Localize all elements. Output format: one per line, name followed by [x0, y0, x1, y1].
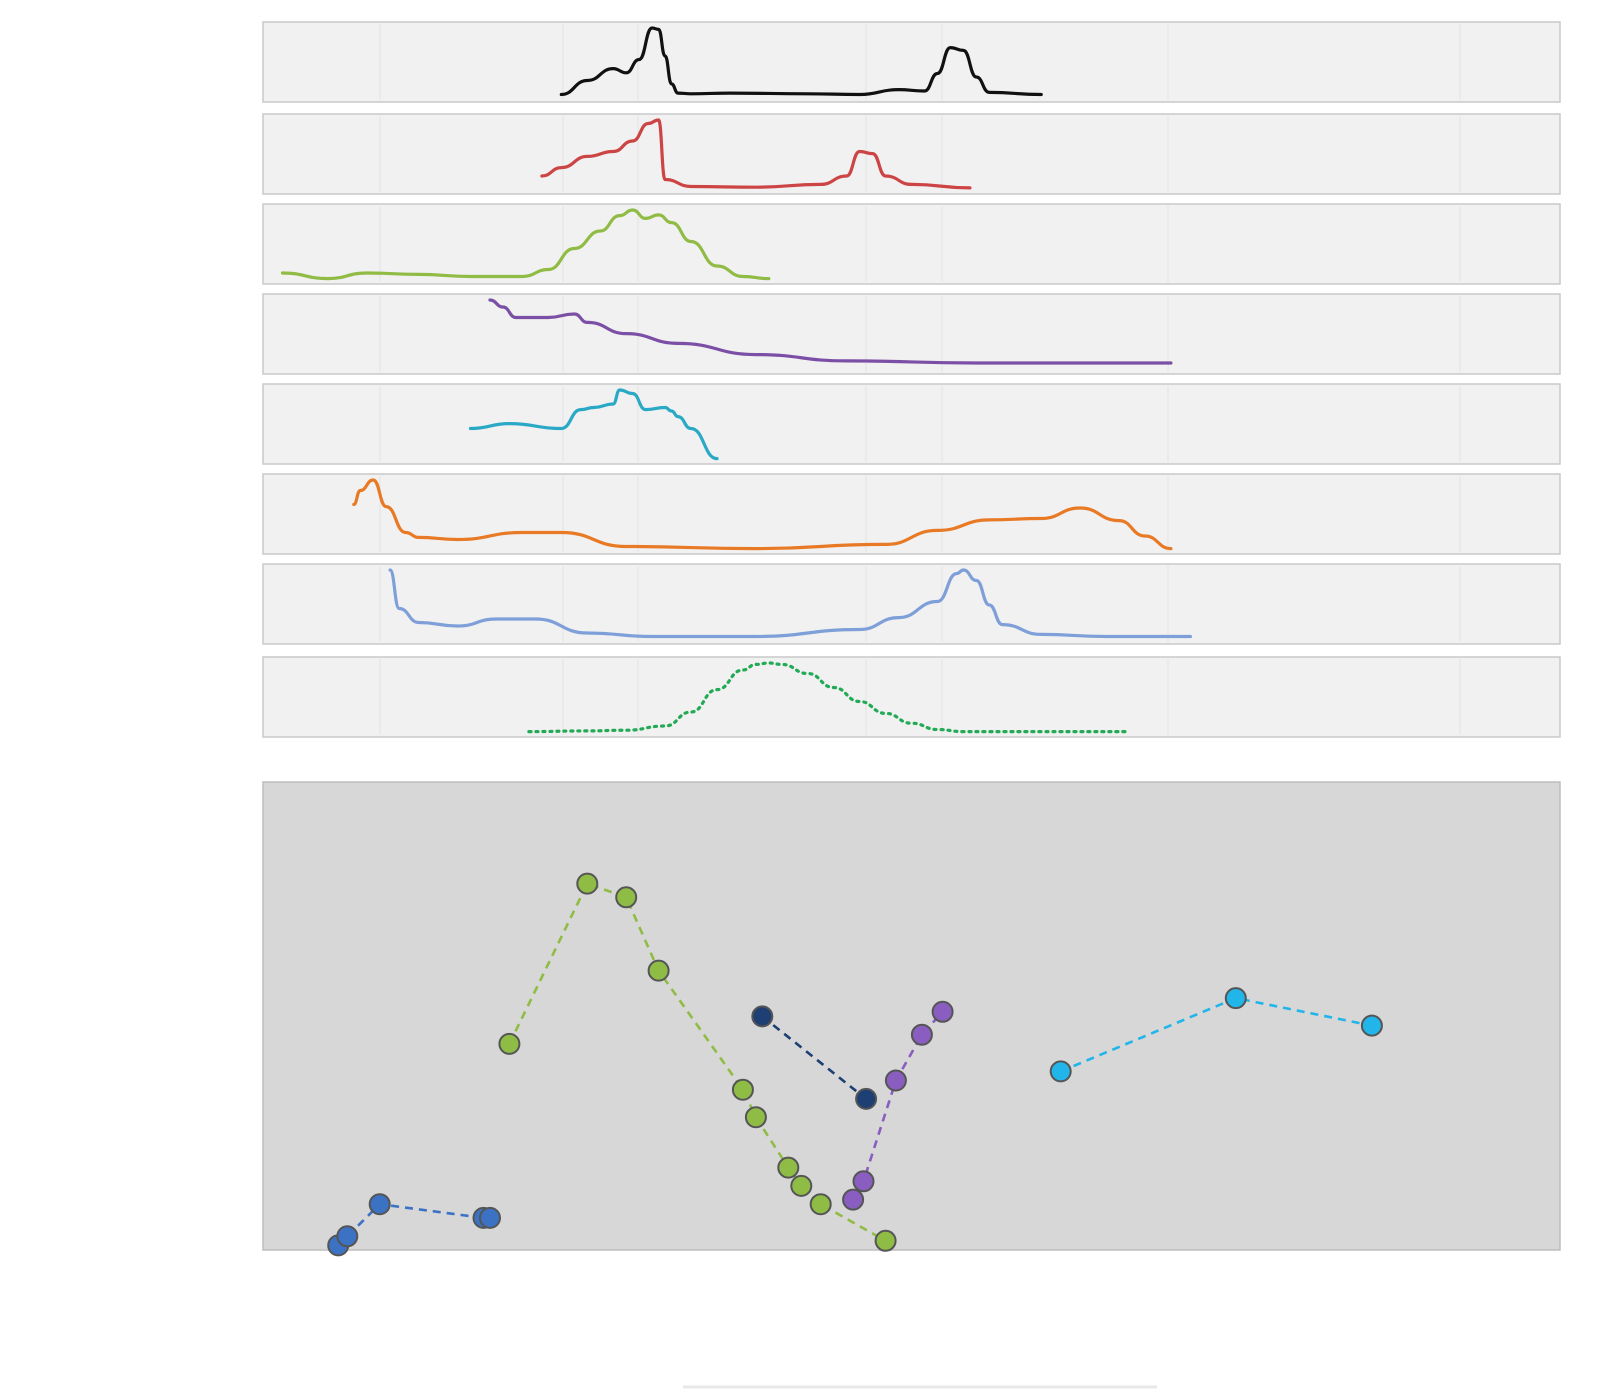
- scatter-point: [910, 1023, 933, 1046]
- scatter-point: [744, 1106, 767, 1129]
- ridge-panel-background: [262, 21, 1561, 103]
- scatter-point: [874, 1229, 897, 1252]
- scatter-point: [852, 1170, 875, 1193]
- ridge-curve-5: [468, 388, 719, 461]
- ridge-curve-3: [280, 208, 771, 281]
- scatter-point: [1224, 987, 1247, 1010]
- ridge-panel-4: [262, 293, 1561, 375]
- ridge-panels: [262, 21, 1561, 738]
- ridge-curve-1: [559, 26, 1043, 97]
- scatter-series-2: [498, 872, 897, 1252]
- ridge-panel-5: [262, 383, 1561, 465]
- scatter-point: [809, 1193, 832, 1216]
- ridge-panel-7: [262, 563, 1561, 645]
- ridge-panel-background: [262, 563, 1561, 645]
- scatter-point: [479, 1206, 501, 1229]
- scatter-point: [790, 1174, 813, 1197]
- ridge-panel-6: [262, 473, 1561, 555]
- ridge-panel-8: [262, 656, 1561, 738]
- ridge-curve-2: [540, 118, 972, 190]
- ridge-panel-1: [262, 21, 1561, 103]
- scatter-point: [842, 1188, 865, 1211]
- scatter-connector: [508, 881, 887, 1242]
- scatter-panel: [262, 781, 1561, 1257]
- scatter-point: [647, 959, 670, 982]
- scatter-point: [777, 1156, 800, 1179]
- scatter-point: [731, 1078, 754, 1101]
- scatter-point: [498, 1032, 521, 1055]
- scatter-series-3: [751, 1005, 878, 1110]
- ridge-panel-background: [262, 203, 1561, 285]
- scatter-background: [262, 781, 1561, 1251]
- ridge-panel-3: [262, 203, 1561, 285]
- scatter-point: [1360, 1014, 1383, 1037]
- ridge-curve-6: [352, 478, 1173, 551]
- scatter-point: [751, 1005, 774, 1028]
- scatter-point: [615, 886, 638, 909]
- ridge-panel-background: [262, 113, 1561, 195]
- scatter-series-5: [1049, 987, 1383, 1083]
- ridge-panel-background: [262, 473, 1561, 555]
- ridge-panel-background: [262, 656, 1561, 738]
- scatter-point: [884, 1069, 907, 1092]
- ridge-curve-8: [527, 661, 1128, 734]
- scatter-point: [368, 1193, 391, 1216]
- scatter-point: [576, 872, 599, 895]
- scatter-point: [1049, 1060, 1072, 1083]
- ridge-panel-2: [262, 113, 1561, 195]
- ridge-panel-background: [262, 383, 1561, 465]
- scatter-series-1: [327, 1193, 501, 1257]
- scatter-point: [336, 1225, 359, 1248]
- ridge-curve-4: [488, 298, 1173, 365]
- ridge-curve-7: [388, 568, 1192, 639]
- scatter-series-4: [842, 1000, 954, 1211]
- scatter-point: [855, 1087, 878, 1110]
- scatter-point: [931, 1000, 954, 1023]
